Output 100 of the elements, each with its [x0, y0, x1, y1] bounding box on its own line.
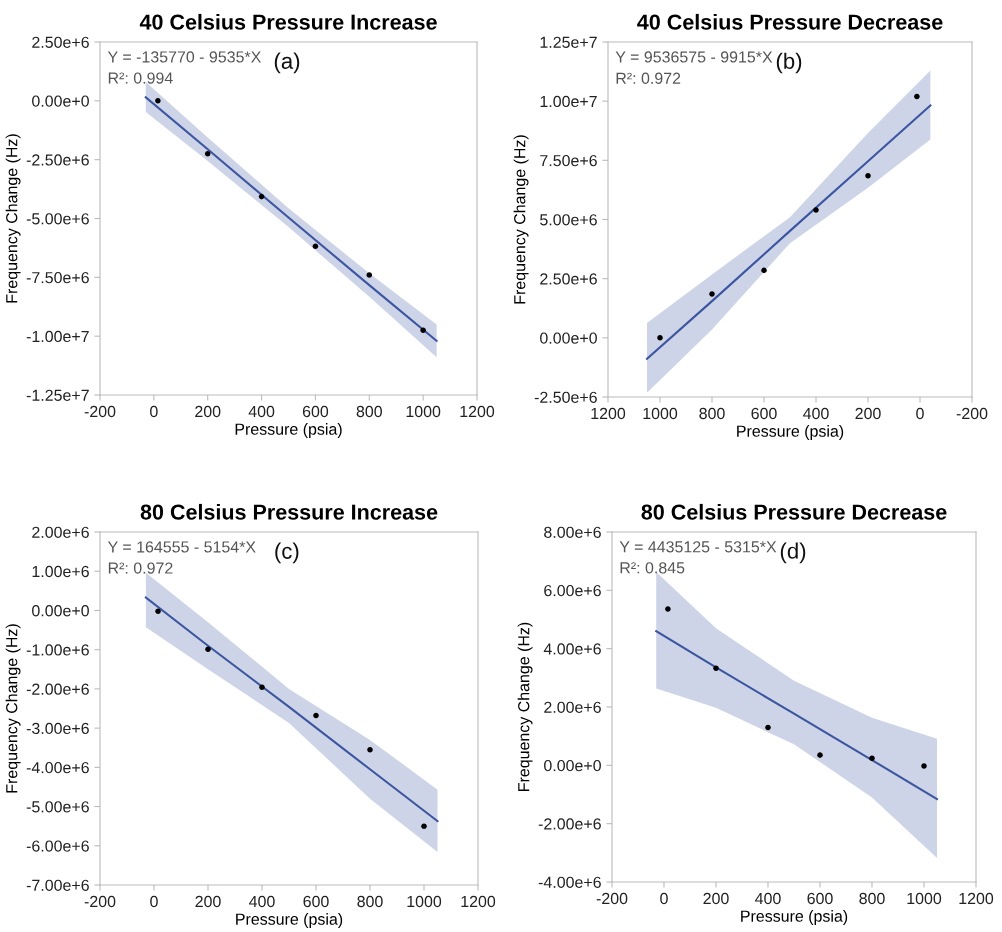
x-tick-label: -200: [956, 407, 988, 420]
point: [312, 243, 319, 250]
y-tick-label: 0.00e+0: [544, 759, 601, 772]
y-axis-title: Frequency Change (Hz): [517, 622, 533, 791]
x-tick-label: -200: [84, 405, 116, 418]
y-tick-label: -7.00e+6: [26, 879, 89, 891]
x-tick-label: 0: [916, 407, 924, 420]
x-tick-label: 400: [248, 405, 275, 418]
x-tick-label: 800: [859, 892, 885, 905]
point: [204, 151, 211, 157]
x-tick-label: 1200: [461, 895, 496, 908]
y-tick-label: -2.50e+6: [534, 391, 597, 403]
x-tick-label: 0: [150, 405, 158, 418]
x-axis-title: Pressure (psia): [235, 423, 342, 438]
x-tick-label: 200: [195, 405, 221, 418]
x-tick-label: 1000: [643, 407, 678, 420]
y-tick-label: 7.50e+6: [540, 154, 597, 167]
y-tick-label: -7.50e+6: [26, 271, 89, 284]
y-tick-label: -5.00e+6: [26, 213, 89, 225]
y-tick-label: 4.00e+6: [543, 643, 601, 655]
annotation: Y = 164555 - 5154*X: [107, 541, 256, 553]
x-tick-label: 1200: [959, 892, 994, 905]
x-axis-title: Pressure (psia): [741, 910, 848, 925]
point: [713, 665, 719, 671]
x-tick-label: 1000: [907, 892, 942, 905]
y-tick-label: 0.00e+0: [32, 605, 89, 617]
y-tick-label: 2.50e+6: [32, 36, 89, 48]
x-axis-title: Pressure (psia): [737, 425, 844, 440]
x-tick-label: 0: [660, 892, 668, 905]
y-axis-title: Frequency Change (Hz): [513, 135, 529, 304]
y-tick-label: 0.00e+0: [540, 332, 597, 344]
annotation: (a): [274, 52, 300, 74]
y-axis-title: Frequency Change (Hz): [5, 624, 21, 793]
x-tick-label: 1200: [460, 405, 495, 418]
point: [813, 207, 819, 213]
point: [313, 712, 319, 719]
y-tick-label: -4.00e+6: [538, 876, 601, 888]
point: [421, 823, 427, 829]
point: [817, 752, 823, 758]
line-series: [655, 630, 939, 801]
point: [709, 291, 715, 297]
x-tick-label: 400: [249, 895, 275, 908]
x-tick-label: 800: [357, 895, 383, 908]
x-tick-label: 400: [755, 892, 781, 905]
x-tick-label: 400: [803, 407, 829, 420]
point: [155, 98, 161, 104]
x-tick-label: 200: [855, 407, 881, 420]
chart-title: 40 Celsius Pressure Decrease: [637, 13, 943, 30]
y-tick-label: 1.25e+7: [540, 36, 597, 48]
x-tick-label: 800: [699, 407, 725, 420]
annotation: (d): [780, 542, 806, 564]
x-tick-label: 600: [303, 895, 329, 908]
point: [259, 684, 265, 691]
annotation: Y = -135770 - 9535*X: [107, 51, 261, 63]
point: [921, 763, 927, 769]
y-tick-label: 1.00e+6: [32, 565, 89, 578]
annotation: R²: 0.972: [616, 72, 681, 84]
point: [420, 327, 426, 334]
point: [258, 193, 265, 200]
y-tick-label: 5.00e+6: [540, 214, 597, 226]
y-tick-label: -2.00e+6: [26, 683, 89, 695]
y-tick-label: 1.00e+7: [540, 95, 597, 108]
x-axis-title: Pressure (psia): [236, 913, 343, 928]
y-tick-label: -1.00e+6: [26, 644, 89, 656]
x-tick-label: 1000: [406, 405, 441, 418]
point: [869, 755, 875, 762]
y-tick-label: 6.00e+6: [544, 584, 601, 597]
point: [765, 724, 771, 731]
y-tick-label: 0.00e+0: [32, 95, 89, 107]
point: [366, 272, 373, 278]
x-tick-label: 800: [356, 405, 382, 418]
point: [367, 746, 373, 753]
annotation: (c): [275, 542, 299, 564]
x-tick-label: 200: [195, 895, 221, 908]
x-tick-label: 1000: [407, 895, 442, 908]
point: [865, 172, 871, 179]
y-tick-label: -4.00e+6: [26, 761, 89, 774]
annotation: R²: 0.845: [620, 562, 685, 574]
point: [155, 608, 161, 615]
y-tick-label: 2.00e+6: [544, 701, 601, 713]
x-tick-label: 600: [807, 892, 833, 905]
line-series: [645, 104, 932, 360]
annotation: Y = 4435125 - 5315*X: [619, 541, 777, 553]
chart-title: 40 Celsius Pressure Increase: [139, 13, 437, 30]
chart-title: 80 Celsius Pressure Increase: [140, 503, 438, 520]
x-tick-label: 600: [751, 407, 777, 420]
y-axis-title: Frequency Change (Hz): [5, 134, 21, 303]
y-tick-label: 8.00e+6: [544, 526, 601, 538]
y-tick-label: -1.25e+7: [26, 389, 89, 401]
x-tick-label: 1200: [591, 407, 626, 420]
y-tick-label: 2.00e+6: [32, 526, 89, 538]
chart-title: 80 Celsius Pressure Decrease: [641, 503, 947, 520]
point: [205, 646, 211, 653]
y-tick-label: -2.50e+6: [26, 154, 89, 166]
point: [665, 606, 671, 612]
y-tick-label: 2.50e+6: [540, 273, 597, 285]
point: [761, 267, 767, 274]
x-tick-label: 200: [703, 892, 729, 905]
y-tick-label: -6.00e+6: [26, 840, 89, 852]
y-tick-label: -3.00e+6: [26, 722, 89, 735]
